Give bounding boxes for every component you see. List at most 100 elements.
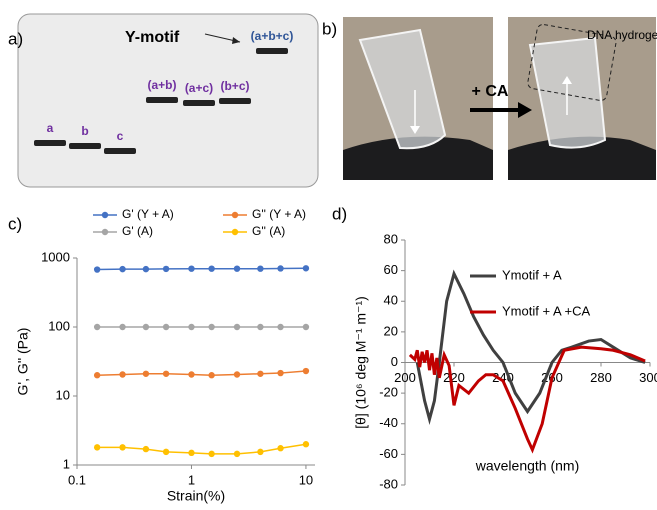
point (302, 265, 310, 272)
band (256, 48, 288, 54)
y-axis-label: [θ] (10⁶ deg M⁻¹ m⁻¹) (353, 296, 369, 429)
band (219, 98, 251, 104)
point (277, 323, 284, 331)
point (277, 369, 284, 377)
x-tick-label: 200 (394, 370, 416, 385)
x-tick-label: 220 (443, 370, 465, 385)
point (162, 370, 170, 377)
gel-title: Y-motif (125, 29, 180, 46)
panel-label: a) (8, 29, 23, 48)
point (302, 323, 310, 331)
point (188, 323, 195, 331)
y-tick-label: 0 (391, 354, 398, 369)
band (183, 100, 215, 106)
lane-label: b (81, 124, 88, 138)
y-tick-label: -80 (379, 476, 398, 491)
point (277, 445, 284, 452)
point (119, 444, 126, 451)
band (104, 148, 136, 154)
series-line (415, 269, 646, 425)
point (233, 371, 241, 378)
y-axis-label: G', G'' (Pa) (15, 328, 31, 396)
band (34, 140, 66, 146)
point (208, 265, 215, 272)
point (188, 371, 195, 378)
arrowhead (518, 102, 532, 118)
x-tick-label: 1 (188, 472, 195, 487)
y-tick-label: 40 (384, 293, 398, 308)
x-tick-label: 0.1 (68, 472, 86, 487)
lane-label: c (117, 129, 124, 143)
point (162, 448, 170, 456)
series-line (97, 267, 306, 271)
point (142, 265, 150, 273)
point (93, 444, 101, 451)
point (233, 265, 241, 272)
x-axis-label: Strain(%) (167, 488, 225, 504)
panel-label: c) (8, 214, 22, 233)
band (69, 143, 101, 149)
point (162, 265, 170, 273)
point (188, 449, 195, 457)
legend-label: Ymotif + A +CA (502, 303, 590, 318)
y-tick-label: 100 (48, 318, 70, 333)
point (277, 265, 284, 272)
point (119, 265, 126, 273)
x-tick-label: 300 (639, 370, 657, 385)
y-tick-label: -60 (379, 446, 398, 461)
point (142, 370, 150, 377)
point (208, 450, 215, 458)
point (93, 266, 101, 273)
legend-swatch (101, 228, 109, 236)
point (162, 323, 170, 331)
lane-label: (a+b+c) (251, 29, 294, 43)
arrowhead (410, 126, 420, 134)
lane-label: (b+c) (220, 79, 249, 93)
series-line (97, 370, 306, 376)
annotation: DNA hydrogel (587, 28, 657, 42)
panel-label: d) (332, 204, 347, 223)
legend-label: G'' (Y + A) (252, 207, 306, 221)
legend-swatch (231, 211, 239, 219)
y-tick-label: 20 (384, 323, 398, 338)
point (257, 323, 264, 331)
point (208, 372, 215, 379)
point (257, 265, 264, 272)
y-tick-label: 80 (384, 231, 398, 246)
y-tick-label: 10 (56, 387, 70, 402)
legend-label: G'' (A) (252, 224, 285, 238)
point (257, 448, 264, 456)
point (302, 441, 310, 448)
point (142, 323, 150, 331)
holder (508, 136, 656, 180)
point (119, 371, 126, 378)
x-axis-label: wavelength (nm) (475, 458, 580, 474)
x-tick-label: 10 (299, 472, 313, 487)
lane-label: (a+c) (185, 81, 213, 95)
y-tick-label: 60 (384, 262, 398, 277)
legend-swatch (101, 211, 109, 219)
y-tick-label: -40 (379, 415, 398, 430)
vial (358, 28, 447, 150)
panel-label: b) (322, 19, 337, 38)
point (257, 370, 264, 377)
legend-swatch (231, 228, 239, 236)
point (142, 445, 150, 453)
band (146, 97, 178, 103)
point (119, 323, 126, 331)
point (93, 323, 101, 331)
point (233, 450, 241, 458)
legend-label: G' (Y + A) (122, 207, 174, 221)
arrowhead (562, 76, 572, 84)
point (302, 367, 310, 375)
series-line (97, 443, 307, 455)
y-tick-label: 1 (63, 456, 70, 471)
lane-label: (a+b) (147, 78, 176, 92)
point (188, 265, 195, 272)
x-tick-label: 280 (590, 370, 612, 385)
legend-label: G' (A) (122, 224, 153, 238)
point (208, 323, 215, 331)
y-tick-label: 1000 (41, 249, 70, 264)
legend-label: Ymotif + A (502, 267, 562, 282)
y-tick-label: -20 (379, 385, 398, 400)
